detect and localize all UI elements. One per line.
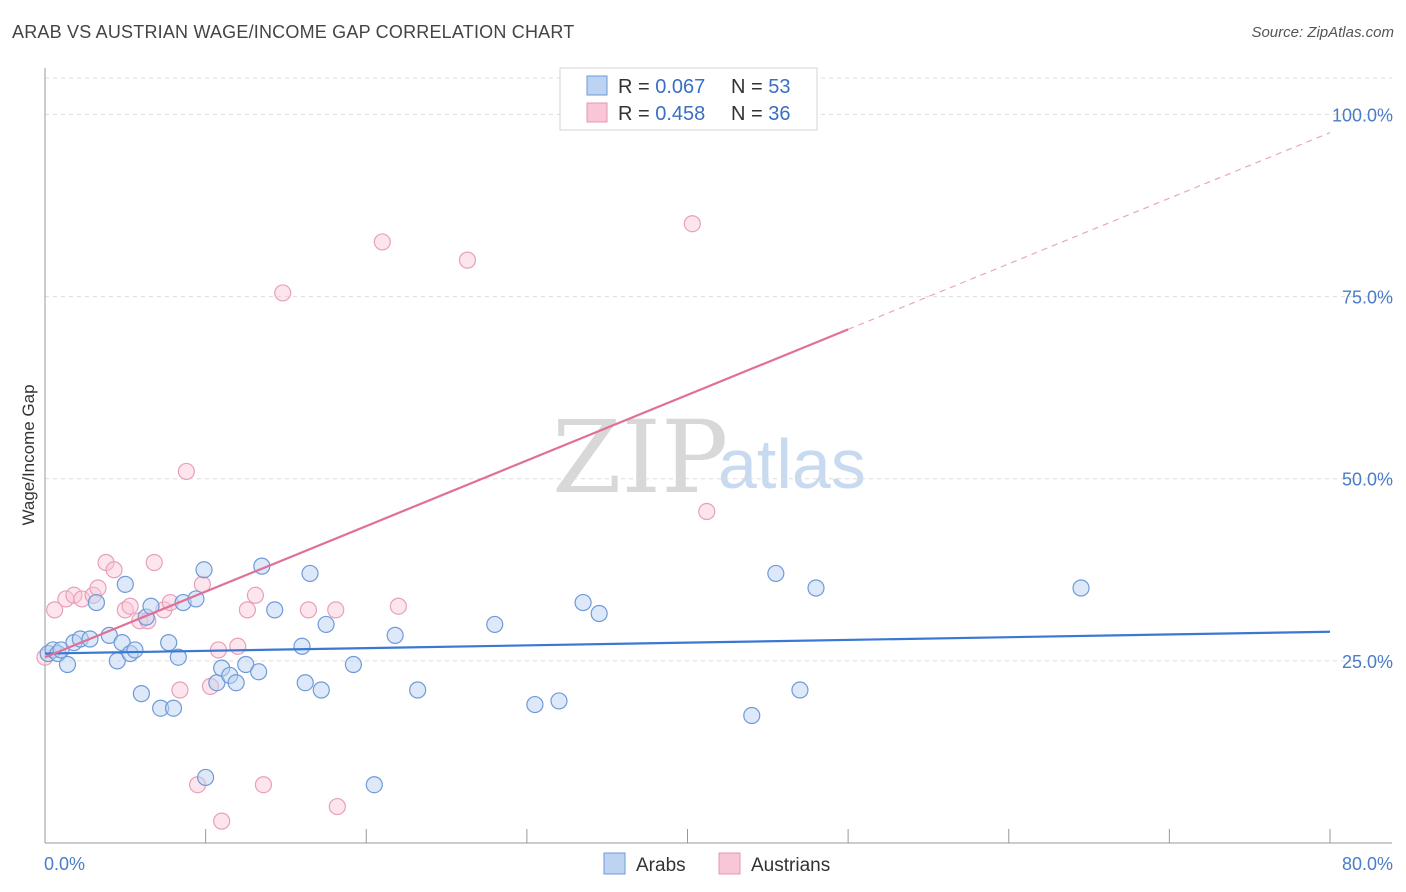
correlation-legend: R = 0.067 N = 53 R = 0.458 N = 36 bbox=[559, 67, 818, 131]
arabs-point bbox=[1072, 579, 1090, 597]
arabs-point bbox=[195, 561, 213, 579]
austrians-point bbox=[246, 586, 265, 604]
bottom-legend-arabs-swatch bbox=[603, 852, 626, 875]
legend-arabs-r-label: R = bbox=[618, 76, 655, 98]
legend-austrians-n-value: 36 bbox=[768, 103, 790, 125]
austrians-point bbox=[254, 776, 273, 794]
arabs-point bbox=[132, 685, 150, 703]
austrians-point bbox=[105, 561, 123, 579]
austrians-trend-line bbox=[44, 328, 849, 659]
legend-arabs-r-value: 0.067 bbox=[655, 76, 705, 98]
y-tick-label: 25.0% bbox=[1342, 652, 1393, 672]
arabs-trend-line bbox=[44, 630, 1331, 655]
legend-austrians-r-value: 0.458 bbox=[655, 103, 705, 125]
austrians-point bbox=[145, 553, 163, 572]
legend-arabs-swatch bbox=[586, 75, 608, 96]
austrians-point bbox=[238, 601, 256, 619]
arabs-point bbox=[574, 593, 592, 612]
austrians-point bbox=[229, 637, 247, 655]
arabs-point bbox=[237, 655, 255, 674]
austrians-point bbox=[274, 284, 292, 302]
arabs-point bbox=[293, 637, 311, 655]
y-tick-label: 50.0% bbox=[1342, 470, 1393, 490]
austrians-point bbox=[177, 462, 195, 481]
arabs-point bbox=[791, 681, 809, 699]
arabs-points bbox=[39, 557, 1090, 794]
arabs-point bbox=[126, 641, 144, 659]
legend-austrians-n-row: N = 36 bbox=[731, 103, 791, 125]
austrians-point bbox=[171, 681, 189, 699]
arabs-point bbox=[767, 564, 785, 583]
arabs-point bbox=[160, 634, 178, 652]
austrians-point bbox=[458, 251, 477, 269]
arabs-point bbox=[550, 692, 568, 710]
arabs-point bbox=[58, 655, 77, 674]
legend-arabs-n-value: 53 bbox=[768, 76, 790, 98]
arabs-point bbox=[296, 674, 314, 692]
y-tick-label: 75.0% bbox=[1342, 288, 1393, 308]
axes bbox=[44, 68, 1392, 844]
x-tick-label-max: 80.0% bbox=[1342, 854, 1393, 874]
legend-austrians-row: R = 0.458 bbox=[618, 103, 705, 125]
y-tick-label: 100.0% bbox=[1332, 105, 1393, 125]
x-tick-labels: 0.0% 80.0% bbox=[44, 854, 1393, 874]
austrians-trend-extension bbox=[847, 132, 1331, 330]
austrians-point bbox=[299, 601, 318, 619]
legend-austrians-swatch bbox=[586, 102, 608, 123]
arabs-point bbox=[590, 604, 608, 623]
bottom-legend-arabs-label: Arabs bbox=[636, 855, 686, 876]
arabs-point bbox=[317, 615, 335, 634]
x-tick-label-min: 0.0% bbox=[44, 854, 85, 874]
arabs-point bbox=[87, 593, 106, 612]
trend-lines bbox=[44, 132, 1331, 659]
arabs-point bbox=[486, 615, 504, 634]
austrians-point bbox=[327, 601, 345, 619]
arabs-point bbox=[266, 601, 284, 619]
y-axis-label: Wage/Income Gap bbox=[19, 384, 38, 525]
legend-austrians-r-label: R = bbox=[618, 103, 655, 125]
arabs-point bbox=[807, 579, 825, 597]
arabs-point bbox=[365, 776, 383, 794]
arabs-point bbox=[312, 681, 330, 699]
arabs-point bbox=[197, 768, 215, 787]
bottom-legend-austrians-label: Austrians bbox=[751, 855, 830, 876]
austrians-point bbox=[373, 233, 391, 251]
legend-arabs-n-row: N = 53 bbox=[731, 76, 791, 98]
arabs-point bbox=[386, 626, 404, 644]
gridlines bbox=[45, 77, 1392, 662]
austrians-point bbox=[683, 215, 701, 233]
austrians-point bbox=[89, 579, 107, 597]
y-tick-labels: 25.0% 50.0% 75.0% 100.0% bbox=[1332, 105, 1393, 671]
austrians-point bbox=[65, 586, 83, 604]
legend-arabs-n-label: N = bbox=[731, 76, 768, 98]
arabs-point bbox=[116, 575, 134, 593]
austrians-point bbox=[121, 597, 139, 615]
austrians-point bbox=[389, 597, 407, 615]
arabs-point bbox=[743, 706, 761, 725]
series-legend: Arabs Austrians bbox=[603, 852, 830, 876]
watermark-zip: ZIP bbox=[552, 399, 728, 516]
austrians-point bbox=[46, 601, 64, 619]
arabs-point bbox=[526, 695, 544, 714]
legend-arabs-row: R = 0.067 bbox=[618, 76, 705, 98]
arabs-point bbox=[164, 699, 183, 717]
arabs-point bbox=[344, 655, 362, 674]
chart-title: ARAB VS AUSTRIAN WAGE/INCOME GAP CORRELA… bbox=[12, 22, 575, 42]
arabs-point bbox=[227, 674, 245, 692]
arabs-point bbox=[250, 663, 268, 681]
bottom-legend-austrians-swatch bbox=[718, 852, 741, 875]
legend-austrians-n-label: N = bbox=[731, 103, 768, 125]
arabs-point bbox=[409, 681, 427, 699]
austrians-point bbox=[328, 797, 346, 816]
arabs-point bbox=[169, 648, 187, 666]
arabs-point bbox=[301, 564, 319, 583]
source-label: Source: ZipAtlas.com bbox=[1251, 24, 1394, 41]
austrians-point bbox=[698, 502, 716, 521]
watermark-atlas: atlas bbox=[718, 425, 866, 503]
austrians-point bbox=[213, 812, 231, 830]
